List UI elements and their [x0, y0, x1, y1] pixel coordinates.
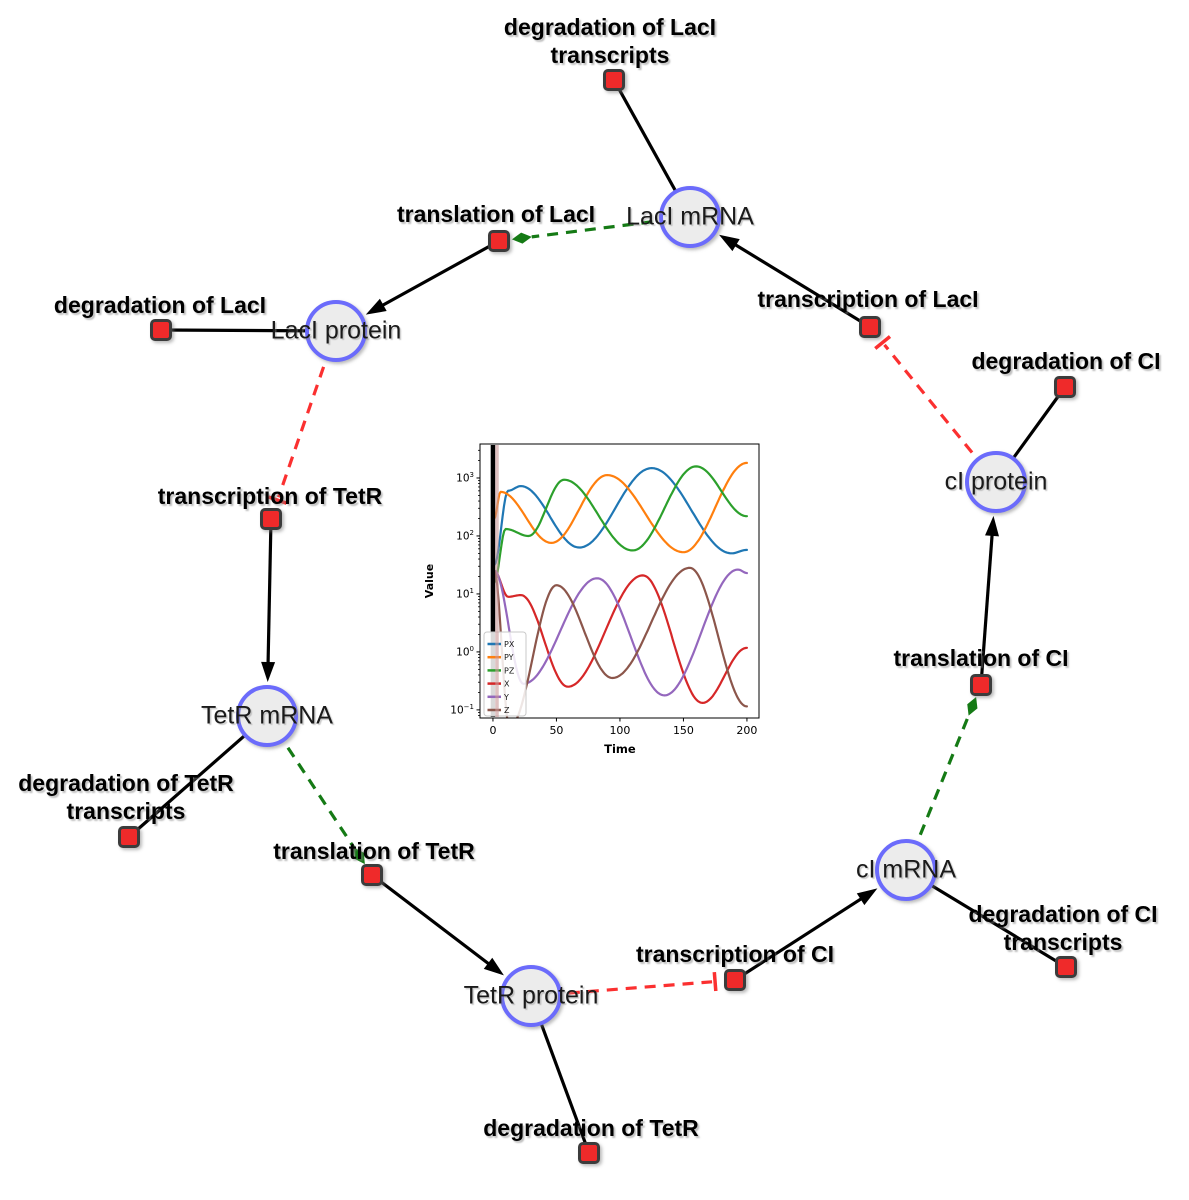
edge-production-transl_ci-ci_protein: [979, 515, 1000, 686]
chart-legend-box: [483, 631, 527, 717]
species-node-tetr_mrna[interactable]: [236, 685, 298, 747]
legend-entry-label: PY: [504, 653, 514, 662]
x-tick-label: 50: [549, 724, 563, 737]
arrowhead-icon: [261, 661, 276, 683]
legend-entry-label: Z: [504, 706, 510, 715]
edge-production-transl_tetr-tetr_protein: [371, 873, 504, 976]
modifier-diamond-icon: [353, 847, 365, 865]
modifier-diamond-icon: [967, 697, 978, 716]
reaction-node-deg_ci_tr[interactable]: [1055, 956, 1077, 978]
reaction-node-transcr_tetr[interactable]: [260, 508, 282, 530]
edge-production-transcr_tetr-tetr_mrna: [261, 518, 276, 683]
y-tick-label: 101: [456, 587, 474, 601]
x-tick-label: 0: [489, 724, 496, 737]
edge-consumption-ci_mrna-deg_ci_tr: [905, 868, 1067, 969]
reaction-node-transl_laci[interactable]: [488, 230, 510, 252]
arrowhead-icon: [856, 888, 878, 906]
species-node-ci_mrna[interactable]: [875, 839, 937, 901]
arrowhead-icon: [483, 957, 504, 976]
arrowhead-icon: [719, 234, 740, 252]
reaction-node-deg_laci[interactable]: [150, 319, 172, 341]
series-line-X: [493, 569, 749, 705]
reaction-node-deg_ci[interactable]: [1054, 376, 1076, 398]
arrowhead-icon: [365, 298, 387, 315]
x-tick-label: 200: [736, 724, 757, 737]
series-line-PZ: [493, 465, 749, 584]
reaction-node-transcr_laci[interactable]: [859, 316, 881, 338]
y-tick-label: 102: [456, 529, 474, 543]
x-axis-label: Time: [604, 742, 636, 756]
y-tick-label: 10−1: [450, 703, 474, 717]
edge-production-transl_laci-laci_protein: [365, 239, 500, 315]
x-tick-label: 150: [673, 724, 694, 737]
y-tick-label: 103: [456, 471, 474, 485]
reaction-node-deg_tetr[interactable]: [578, 1142, 600, 1164]
species-node-tetr_protein[interactable]: [500, 965, 562, 1027]
arrowhead-icon: [985, 515, 1000, 537]
chart-series-group: [490, 445, 749, 718]
inhibition-tee-icon: [267, 495, 288, 505]
legend-entry-label: X: [504, 680, 510, 689]
series-line-Z: [493, 566, 749, 718]
edge-production-transcr_laci-laci_mrna: [719, 234, 871, 329]
series-line-PX: [493, 467, 749, 567]
reaction-node-deg_tetr_tr[interactable]: [118, 826, 140, 848]
legend-entry-label: Y: [503, 693, 509, 702]
x-tick-label: 100: [609, 724, 630, 737]
reaction-node-transl_tetr[interactable]: [361, 864, 383, 886]
reaction-node-transl_ci[interactable]: [970, 674, 992, 696]
series-line-Y: [493, 568, 749, 697]
inhibition-tee-icon: [874, 335, 892, 350]
inhibition-tee-icon: [712, 971, 718, 992]
y-axis-label: Value: [423, 564, 436, 598]
reaction-node-deg_laci_tr[interactable]: [603, 69, 625, 91]
y-tick-label: 100: [456, 645, 474, 659]
series-line-PY: [493, 461, 749, 554]
reaction-node-transcr_ci[interactable]: [724, 969, 746, 991]
species-node-laci_protein[interactable]: [305, 300, 367, 362]
legend-entry-label: PZ: [504, 666, 515, 675]
legend-entry-label: PX: [504, 640, 515, 649]
edge-inhibition-tetr_protein-transcr_ci: [530, 971, 718, 998]
species-node-ci_protein[interactable]: [965, 451, 1027, 513]
species-node-laci_mrna[interactable]: [659, 186, 721, 248]
modifier-diamond-icon: [511, 232, 532, 244]
edge-production-transcr_ci-ci_mrna: [734, 888, 878, 982]
